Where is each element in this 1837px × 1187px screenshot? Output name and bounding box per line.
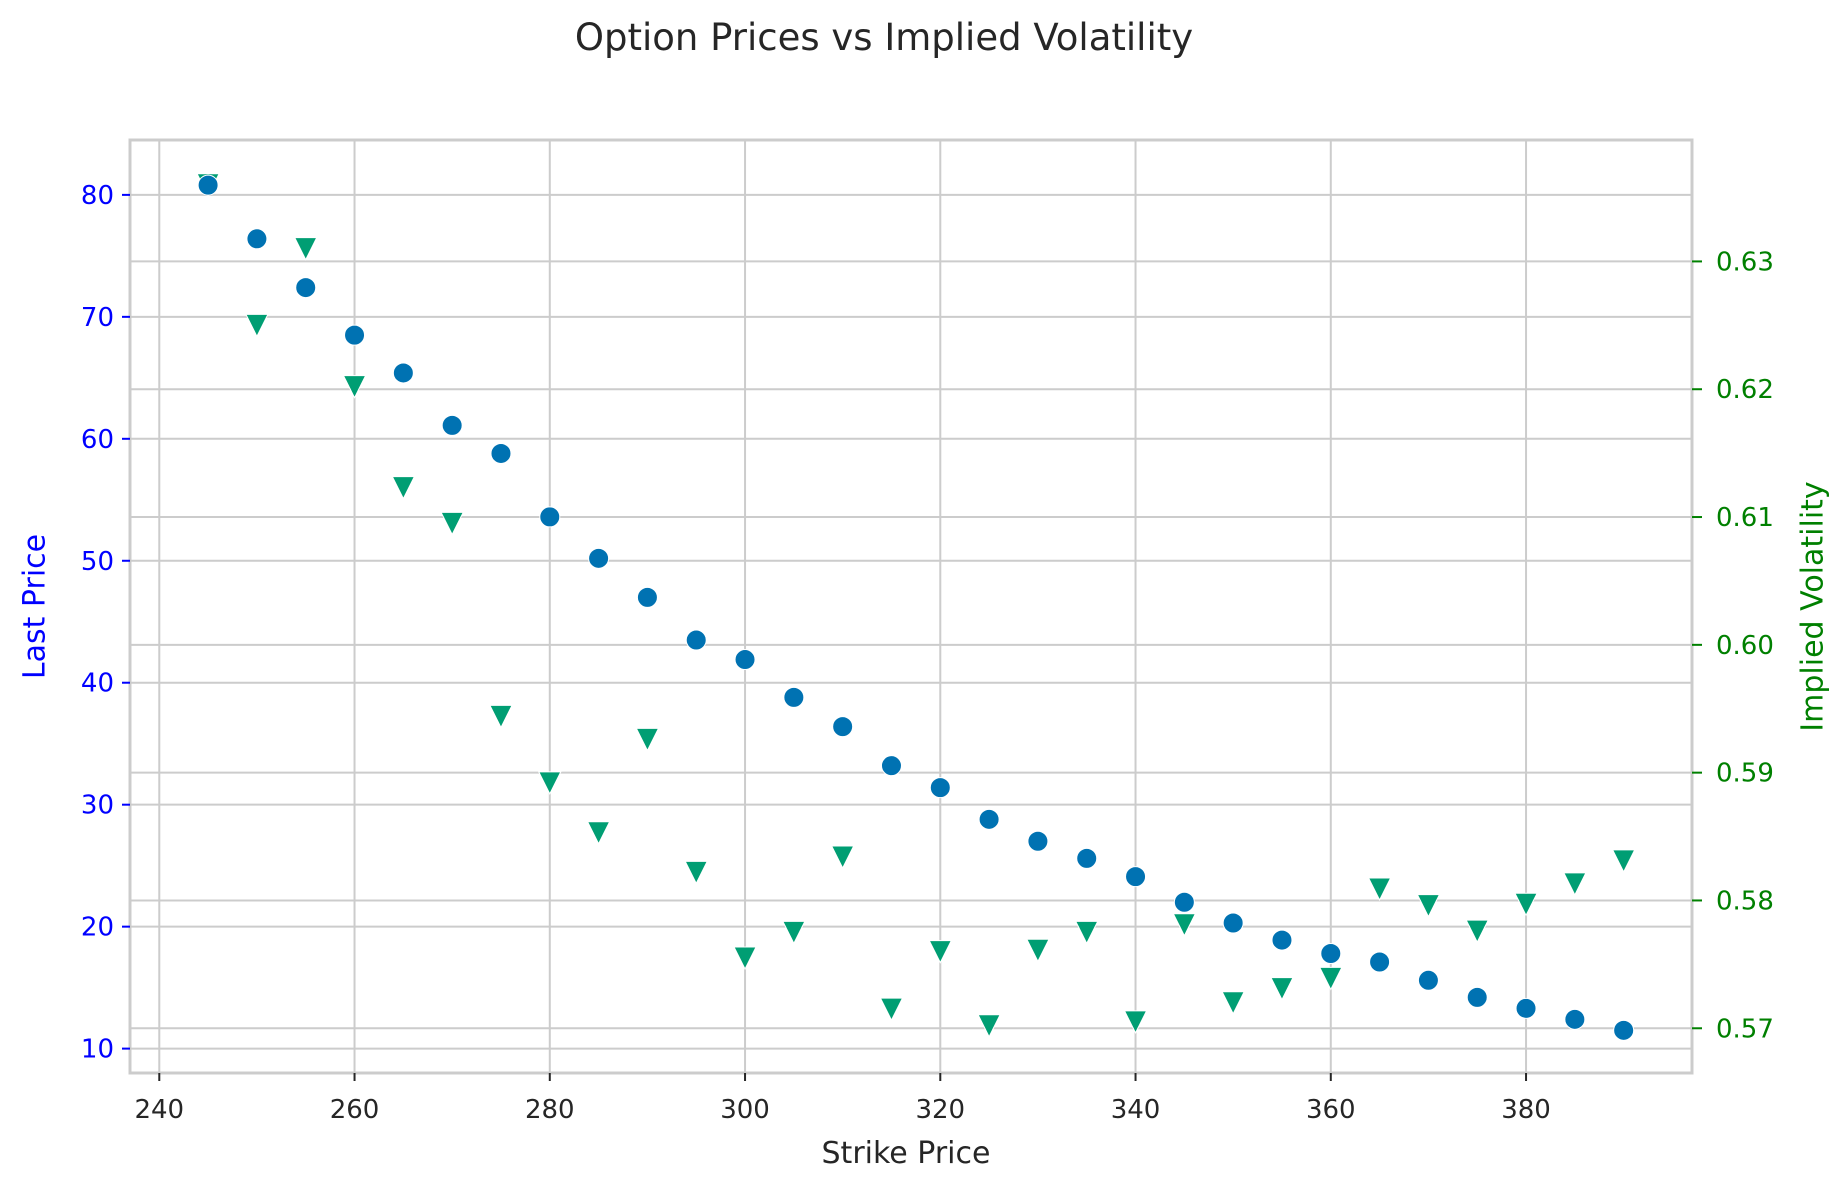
iv-triangle-point — [879, 997, 904, 1022]
iv-triangle-point — [537, 771, 562, 795]
iv-triangle-point — [1514, 892, 1538, 917]
iv-triangle-point — [1123, 1010, 1148, 1034]
x-tick-label: 380 — [1501, 1095, 1551, 1125]
last-price-point — [1173, 891, 1195, 913]
last-price-point — [929, 777, 951, 799]
last-price-point — [1027, 830, 1049, 852]
iv-triangle-point — [1221, 991, 1245, 1015]
x-tick-label: 300 — [720, 1095, 770, 1125]
y-tick-label-left: 10 — [81, 1035, 114, 1065]
plot-frame — [128, 138, 1694, 1075]
iv-triangle-point — [977, 1014, 1001, 1038]
y-tick-label-left: 70 — [81, 303, 114, 333]
y-tick-label-right: 0.59 — [1716, 759, 1774, 789]
last-price-point — [539, 506, 561, 528]
iv-triangle-point — [684, 860, 709, 885]
last-price-point — [1076, 847, 1098, 869]
last-price-point — [1564, 1008, 1586, 1030]
last-price-point — [1515, 997, 1537, 1019]
last-price-point — [1613, 1019, 1635, 1041]
last-price-point — [490, 442, 512, 464]
chart-title: Option Prices vs Implied Volatility — [575, 16, 1193, 59]
last-price-point — [636, 586, 658, 608]
y-tick-label-left: 30 — [81, 791, 114, 821]
y-tick-label-left: 20 — [81, 913, 114, 943]
x-tick-label: 340 — [1111, 1095, 1161, 1125]
last-price-point — [978, 808, 1000, 830]
y-tick-label-right: 0.58 — [1716, 886, 1774, 916]
last-price-point — [880, 755, 902, 777]
last-price-point — [588, 547, 610, 569]
last-price-point — [783, 686, 805, 708]
iv-triangle-point — [928, 940, 953, 964]
iv-triangle-point — [342, 375, 367, 399]
iv-triangle-point — [1563, 872, 1587, 896]
last-price-point — [441, 414, 463, 436]
y-tick-label-left: 50 — [81, 547, 114, 577]
iv-triangle-point — [586, 821, 611, 845]
last-price-point — [197, 174, 219, 196]
iv-triangle-point — [1026, 938, 1050, 963]
axes-frame — [128, 138, 1694, 1075]
last-price-point — [1125, 866, 1147, 888]
last-price-point — [1466, 986, 1488, 1008]
iv-triangle-point — [391, 476, 416, 500]
x-tick-label: 260 — [330, 1095, 380, 1125]
x-tick-label: 320 — [915, 1095, 965, 1125]
x-axis-label: Strike Price — [822, 1136, 991, 1171]
iv-triangle-point — [1172, 913, 1197, 937]
iv-triangle-point — [1611, 849, 1636, 873]
y-axis-label-right: Implied Volatility — [1796, 481, 1831, 731]
x-tick-label: 360 — [1306, 1095, 1356, 1125]
last-price-point — [734, 649, 756, 671]
iv-triangle-point — [635, 727, 660, 752]
last-price-point — [295, 277, 317, 299]
iv-triangle-point — [1367, 877, 1392, 902]
last-price-point — [685, 629, 707, 651]
iv-triangle-point — [1270, 977, 1294, 1001]
y-tick-label-right: 0.63 — [1716, 247, 1774, 277]
iv-triangle-point — [440, 511, 464, 536]
last-price-point — [344, 324, 366, 346]
y-tick-label-right: 0.57 — [1716, 1014, 1774, 1044]
last-price-point — [1222, 912, 1244, 934]
y-tick-label-right: 0.62 — [1716, 375, 1774, 405]
y-tick-label-right: 0.61 — [1716, 503, 1774, 533]
y-tick-label-left: 80 — [81, 181, 114, 211]
y-tick-label-left: 60 — [81, 425, 114, 455]
iv-triangle-point — [1318, 966, 1343, 991]
grid-lines — [130, 140, 1692, 1073]
y-tick-label-left: 40 — [81, 669, 114, 699]
plot-marks — [196, 173, 1636, 1041]
last-price-point — [246, 228, 268, 250]
iv-triangle-point — [489, 704, 513, 729]
iv-triangle-point — [293, 237, 318, 261]
iv-triangle-point — [733, 946, 757, 971]
last-price-point — [1369, 951, 1391, 973]
last-price-point — [1320, 942, 1342, 964]
iv-triangle-point — [1074, 920, 1099, 945]
iv-triangle-point — [1465, 919, 1490, 944]
iv-triangle-point — [782, 920, 806, 945]
iv-triangle-point — [1416, 894, 1441, 918]
iv-triangle-point — [830, 845, 855, 870]
y-tick-label-right: 0.60 — [1716, 631, 1774, 661]
last-price-point — [1271, 929, 1293, 951]
x-tick-label: 240 — [134, 1095, 184, 1125]
last-price-point — [1417, 969, 1439, 991]
x-tick-label: 280 — [525, 1095, 575, 1125]
iv-triangle-point — [245, 313, 269, 338]
last-price-point — [392, 362, 414, 384]
tick-labels: 240 260 280 300 320 340 360 380 10 20 30 40 50 60 70 80… — [81, 181, 1774, 1125]
y-axis-label-left: Last Price — [18, 534, 53, 679]
last-price-point — [832, 716, 854, 738]
